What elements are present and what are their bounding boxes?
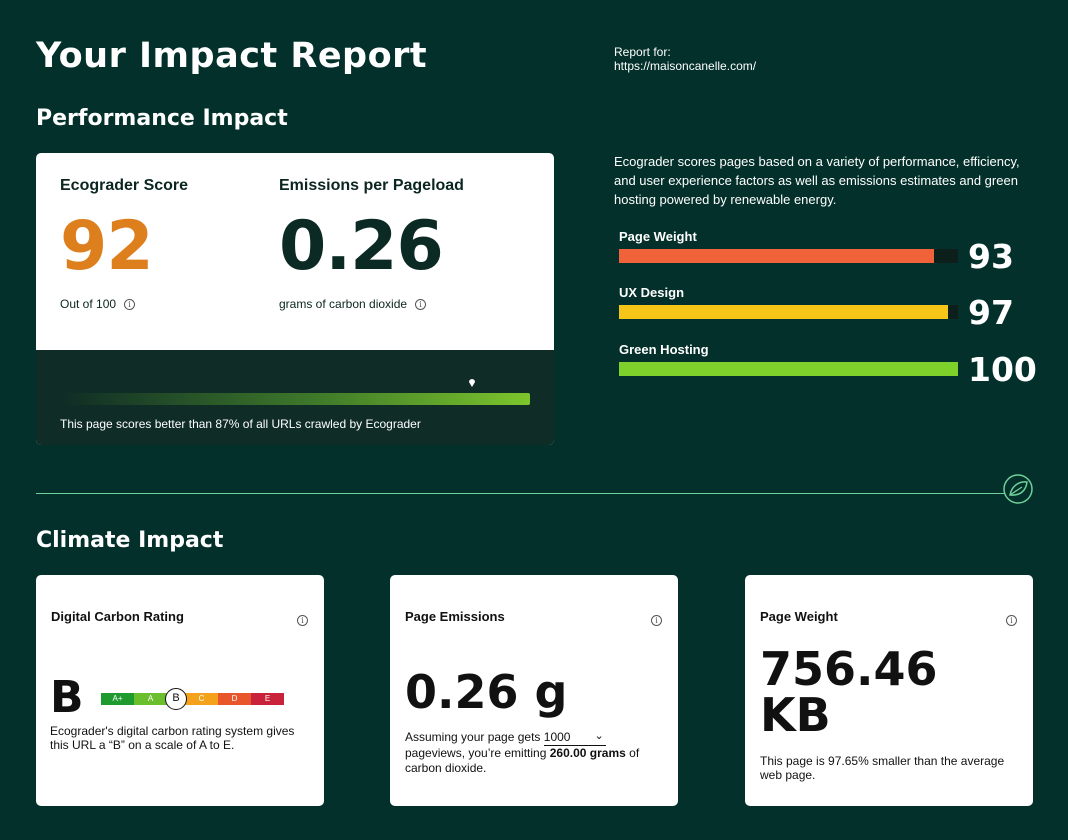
page-emissions-card: Page Emissions i 0.26 g Assuming your pa… — [390, 575, 678, 806]
percentile-bar — [60, 393, 530, 405]
carbon-rating-letter: B — [50, 672, 84, 723]
page-emissions-title: Page Emissions — [405, 609, 505, 624]
info-icon[interactable]: i — [1006, 615, 1017, 627]
ecograder-score-section: Ecograder Score 92 Out of 100 i — [60, 177, 188, 311]
page-weight-card: Page Weight i 756.46 KB This page is 97.… — [745, 575, 1033, 806]
metric-fill — [619, 249, 935, 263]
info-button[interactable]: i — [1006, 612, 1017, 630]
emissions-value: 0.26 — [279, 207, 444, 286]
map-pin-icon — [469, 379, 475, 387]
emissions-desc-prefix: Assuming your page gets — [405, 730, 541, 744]
metric-fill — [619, 362, 958, 376]
rating-segment-e: E — [251, 693, 284, 705]
page-emissions-value: 0.26 g — [405, 665, 568, 719]
pageviews-select[interactable]: 1000 ⌄ — [543, 730, 606, 746]
climate-heading: Climate Impact — [36, 528, 224, 553]
page-weight-description: This page is 97.65% smaller than the ave… — [760, 754, 1005, 782]
metric-label: Green Hosting — [619, 342, 709, 357]
page-weight-unit: KB — [760, 688, 831, 742]
section-divider — [36, 493, 1004, 494]
metric-value: 97 — [968, 293, 1014, 332]
page-weight-title: Page Weight — [760, 609, 838, 624]
ecograder-score-value: 92 — [60, 207, 154, 286]
metric-row: Green Hosting 100 — [619, 342, 1039, 389]
page-title: Your Impact Report — [36, 36, 428, 76]
score-sub-text: Out of 100 — [60, 297, 117, 311]
report-for-label: Report for: — [614, 45, 671, 59]
carbon-rating-card: Digital Carbon Rating i B A+ A B C D E Ecogra… — [36, 575, 324, 806]
rating-segment-d: D — [218, 693, 251, 705]
metric-label: Page Weight — [619, 229, 697, 244]
metric-value: 93 — [968, 237, 1014, 276]
performance-heading: Performance Impact — [36, 106, 288, 131]
ecograder-score-sub: Out of 100 i — [60, 297, 188, 311]
carbon-rating-scale: A+ A B C D E — [101, 688, 284, 710]
ecograder-description: Ecograder scores pages based on a variet… — [614, 154, 1020, 207]
page-weight-value: 756.46 KB — [760, 646, 938, 738]
percentile-band: This page scores better than 87% of all … — [36, 350, 554, 445]
emissions-label: Emissions per Pageload — [279, 177, 464, 194]
rating-segment-a-plus: A+ — [101, 693, 134, 705]
ecograder-score-label: Ecograder Score — [60, 177, 189, 194]
metric-label: UX Design — [619, 285, 685, 300]
info-icon[interactable]: i — [297, 615, 308, 627]
score-card: Ecograder Score 92 Out of 100 i Emissions… — [36, 153, 554, 445]
chevron-down-icon: ⌄ — [594, 730, 604, 742]
info-icon[interactable]: i — [415, 299, 427, 311]
rating-segment-c: C — [185, 693, 218, 705]
info-icon[interactable]: i — [124, 299, 136, 311]
metric-track — [619, 362, 958, 376]
page-weight-number: 756.46 — [760, 642, 938, 696]
metric-track — [619, 305, 958, 319]
metric-row: Page Weight 93 — [619, 229, 1039, 276]
pageviews-value: 1000 — [543, 730, 571, 744]
emissions-sub-text: grams of carbon dioxide — [279, 297, 408, 311]
carbon-rating-description: Ecograder's digital carbon rating system… — [50, 724, 295, 752]
metric-fill — [619, 305, 948, 319]
emissions-grams: 260.00 grams — [549, 746, 626, 760]
page-emissions-description: Assuming your page gets 1000 ⌄ pageviews,… — [405, 730, 665, 776]
carbon-rating-title: Digital Carbon Rating — [51, 609, 184, 624]
emissions-desc-suffix: of carbon dioxide. — [405, 746, 640, 775]
emissions-sub: grams of carbon dioxide i — [279, 297, 464, 311]
emissions-desc-middle: pageviews, you’re emitting — [405, 746, 547, 760]
metric-row: UX Design 97 — [619, 285, 1039, 332]
percentile-text: This page scores better than 87% of all … — [60, 417, 421, 431]
rating-segment-a: A — [134, 693, 167, 705]
metric-value: 100 — [968, 350, 1037, 389]
info-button[interactable]: i — [297, 612, 308, 630]
rating-segment-b: B — [165, 688, 187, 710]
report-for: Report for: https://maisoncanelle.com/ — [614, 45, 756, 73]
info-button[interactable]: i — [651, 612, 662, 630]
info-icon[interactable]: i — [651, 615, 662, 627]
leaf-icon — [1003, 474, 1033, 504]
report-url: https://maisoncanelle.com/ — [614, 59, 757, 73]
emissions-section: Emissions per Pageload 0.26 grams of car… — [279, 177, 464, 311]
metric-track — [619, 249, 958, 263]
